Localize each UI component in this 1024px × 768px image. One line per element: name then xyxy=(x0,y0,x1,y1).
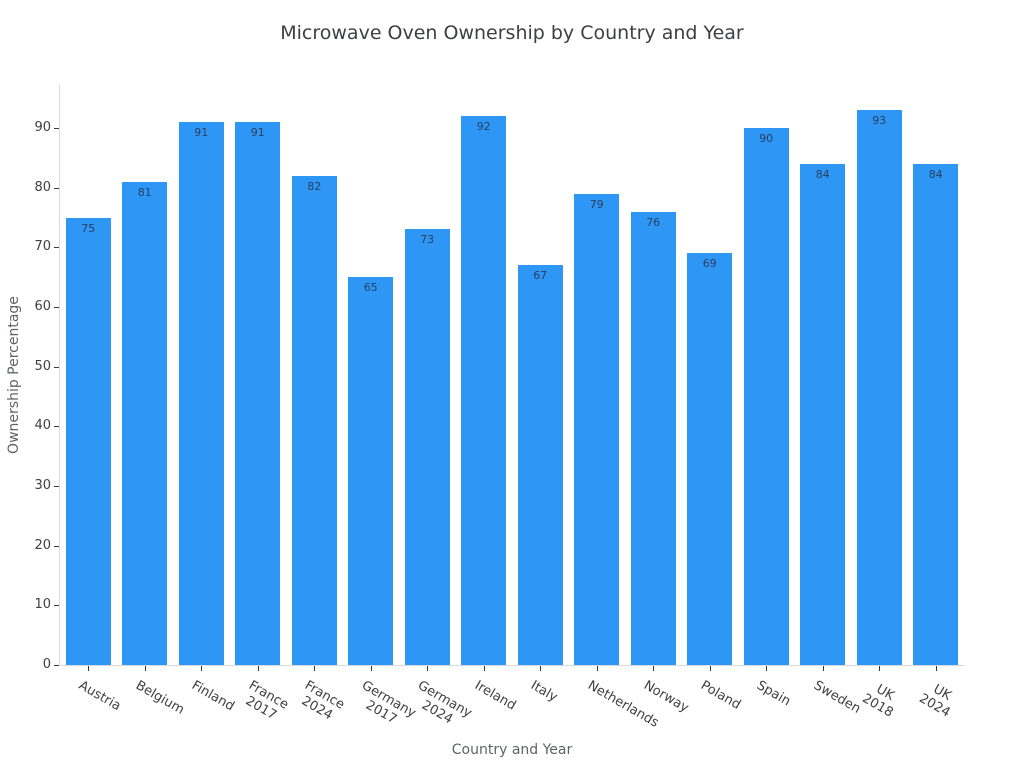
x-tick-label: Ireland xyxy=(471,678,519,714)
x-tick-label: Spain xyxy=(754,678,794,710)
bar: 75 xyxy=(65,217,111,665)
y-tick-mark xyxy=(54,486,59,487)
x-tick-mark xyxy=(935,666,937,671)
y-tick-label: 80 xyxy=(34,179,51,195)
y-tick-label: 70 xyxy=(34,239,51,255)
y-tick-label: 50 xyxy=(34,358,51,374)
bar-value-label: 92 xyxy=(476,120,491,133)
x-tick-mark xyxy=(822,666,824,671)
x-tick-label: Austria xyxy=(76,678,124,715)
x-tick-mark xyxy=(257,666,259,671)
x-tick-mark xyxy=(144,666,146,671)
bar-value-label: 81 xyxy=(137,185,152,199)
bar-value-label: 67 xyxy=(533,269,548,283)
y-tick-label: 10 xyxy=(34,597,51,613)
x-tick-mark xyxy=(370,666,372,671)
y-tick-mark xyxy=(54,187,59,189)
x-tick-label: Poland xyxy=(697,678,743,713)
x-tick-mark xyxy=(201,666,203,671)
bar: 73 xyxy=(404,229,450,665)
x-tick-mark xyxy=(766,666,768,671)
bar-value-label: 69 xyxy=(702,257,717,271)
x-tick-mark xyxy=(653,666,655,671)
x-tick-mark xyxy=(427,666,429,671)
x-tick-label: France 2024 xyxy=(299,678,348,724)
bar-value-label: 91 xyxy=(194,126,209,139)
y-tick-mark xyxy=(54,665,59,666)
x-axis-title: Country and Year xyxy=(451,742,573,758)
bar-value-label: 91 xyxy=(250,126,265,139)
bar: 91 xyxy=(235,122,281,665)
bar: 81 xyxy=(122,181,168,665)
y-tick-mark xyxy=(54,366,59,368)
y-tick-label: 40 xyxy=(34,418,51,434)
bar-value-label: 93 xyxy=(872,114,887,128)
y-axis-title: Ownership Percentage xyxy=(0,85,28,665)
bar-value-label: 84 xyxy=(815,167,830,181)
x-tick-mark xyxy=(596,666,598,671)
x-tick-mark xyxy=(483,666,485,671)
y-tick-mark xyxy=(54,605,59,607)
x-tick-mark xyxy=(314,666,316,671)
x-tick-label: UK 2018 xyxy=(859,681,897,721)
bar-value-label: 65 xyxy=(363,281,378,295)
bar: 92 xyxy=(461,116,507,665)
bar: 67 xyxy=(517,265,563,665)
x-tick-label: Italy xyxy=(528,678,561,706)
x-tick-label: Sweden xyxy=(810,678,863,717)
bar: 82 xyxy=(291,175,337,665)
y-tick-label: 90 xyxy=(34,120,51,135)
x-tick-label: UK 2024 xyxy=(916,681,954,721)
x-tick-label: France 2017 xyxy=(242,678,291,724)
y-tick-mark xyxy=(54,545,59,547)
bar: 65 xyxy=(348,277,394,665)
y-tick-label: 20 xyxy=(34,537,51,553)
y-tick-mark xyxy=(54,307,59,308)
bar: 84 xyxy=(800,163,846,665)
x-tick-label: Belgium xyxy=(132,678,187,718)
bar-value-label: 73 xyxy=(420,233,435,247)
x-tick-label: Germany 2017 xyxy=(358,678,419,728)
x-axis-spine xyxy=(59,665,965,666)
x-tick-mark xyxy=(540,666,542,671)
bar-value-label: 82 xyxy=(307,179,322,193)
y-tick-mark xyxy=(54,247,59,249)
bar: 84 xyxy=(913,163,959,665)
bar: 79 xyxy=(574,193,620,665)
y-axis-spine xyxy=(59,85,60,666)
y-tick-label: 60 xyxy=(34,299,51,314)
x-tick-label: Finland xyxy=(189,678,238,715)
y-tick-mark xyxy=(54,128,59,129)
bar-value-label: 90 xyxy=(759,132,774,145)
bar-value-label: 76 xyxy=(646,215,661,229)
y-tick-label: 0 xyxy=(42,657,51,672)
x-tick-mark xyxy=(709,666,711,671)
bar: 90 xyxy=(743,128,789,665)
bar: 91 xyxy=(178,122,224,665)
bar-value-label: 84 xyxy=(928,167,943,181)
bar-value-label: 75 xyxy=(81,221,96,235)
x-tick-mark xyxy=(88,666,90,671)
chart-title: Microwave Oven Ownership by Country and … xyxy=(280,22,744,44)
x-tick-mark xyxy=(879,666,881,671)
bar: 69 xyxy=(687,253,733,665)
bar-value-label: 79 xyxy=(589,197,604,211)
y-tick-mark xyxy=(54,426,59,428)
bar: 76 xyxy=(630,211,676,665)
plot-area: 75 81 91 91 82 65 73 92 67 79 76 69 90 84 93 84 xyxy=(60,85,964,665)
bar: 93 xyxy=(856,110,902,665)
y-tick-label: 30 xyxy=(34,478,51,493)
x-tick-label: Germany 2024 xyxy=(415,678,475,728)
